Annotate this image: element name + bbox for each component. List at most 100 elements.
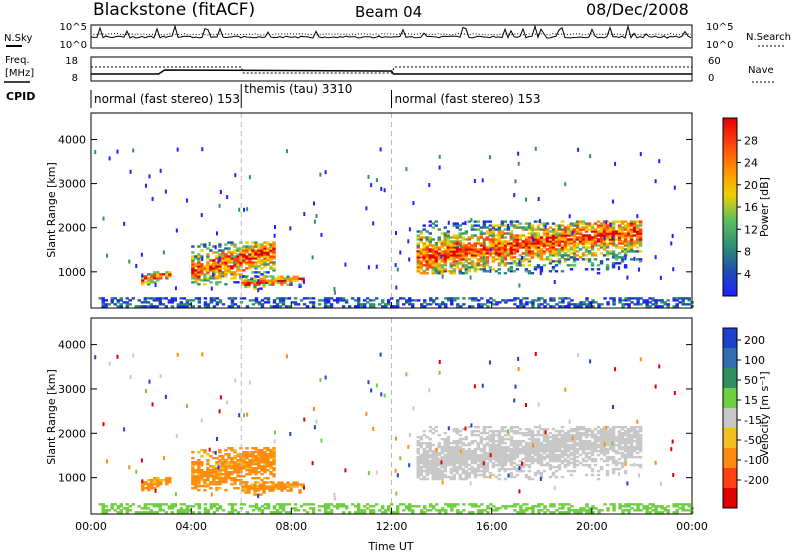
velocity-cell [569,427,574,431]
velocity-cell [431,465,435,469]
power-cell [443,268,447,271]
power-cell [265,275,269,278]
power-cell [539,250,544,253]
power-cell [500,242,505,245]
velocity-cell [462,503,466,506]
power-cell [464,256,469,259]
power-cell [572,254,577,257]
power-cell [428,232,432,235]
power-cell [245,257,249,260]
velocity-cell [419,455,423,459]
power-cell [419,268,423,271]
power-cell [356,301,361,304]
power-cell [253,283,257,286]
velocity-cell [515,473,520,477]
velocity-cell [408,503,412,506]
velocity-cell [230,507,235,510]
power-cell [491,240,496,243]
power-scatter-point [233,260,236,265]
power-cell [368,303,373,306]
power-cell [599,252,604,255]
power-cell [632,228,637,231]
power-cell [101,297,105,300]
power-cell [146,297,150,300]
power-cell [515,234,520,237]
velocity-cell [530,435,535,439]
power-cell [461,248,466,251]
power-cell [572,250,577,253]
velocity-cell [420,509,424,512]
power-cell [464,238,469,241]
power-cell [408,303,412,306]
power-cell [596,238,601,241]
velocity-cell [635,425,640,429]
velocity-cell [590,451,595,455]
power-scatter-point [141,273,144,278]
velocity-scatter-point [289,431,292,436]
power-cell [473,244,478,247]
power-cell [623,232,628,235]
power-cell [578,236,583,239]
power-cell [527,222,532,225]
power-cell [593,254,598,257]
velocity-cell [221,465,225,468]
velocity-cell [542,437,547,441]
power-cell [554,250,559,253]
power-cell [326,299,331,302]
power-cell [449,236,454,239]
power-cell [251,303,256,306]
velocity-cell [527,455,532,459]
power-cell [254,301,259,304]
velocity-cell [584,459,589,463]
power-cell [575,226,580,229]
power-cell [521,226,526,229]
velocity-cell [521,465,526,469]
power-cell [290,301,295,304]
power-cell [215,275,219,278]
velocity-cell [212,503,217,506]
velocity-cell [663,507,667,510]
velocity-cell [272,451,276,454]
velocity-cell [530,455,535,459]
velocity-cell [329,509,334,512]
velocity-cell [251,451,255,454]
velocity-cell [503,459,508,463]
velocity-cell [530,433,535,437]
velocity-cell [512,457,517,461]
power-cell [434,252,438,255]
velocity-cell [215,486,219,490]
power-cell [215,263,219,266]
power-cell [572,264,577,267]
power-cell [233,273,237,276]
velocity-cell [147,486,151,490]
velocity-cell [203,478,207,482]
power-cell [524,254,529,257]
velocity-cell [329,511,334,514]
velocity-cell [537,505,541,508]
velocity-cell [629,425,634,429]
velocity-cell [620,445,625,449]
power-cell [581,238,586,241]
power-cell [530,234,535,237]
velocity-cell [461,477,466,481]
power-cell [561,297,565,300]
power-cell [494,238,499,241]
power-cell [479,232,484,235]
velocity-cell [263,476,267,480]
velocity-scatter-point [571,436,574,441]
power-scatter-point [234,173,237,178]
power-cell [230,243,234,246]
power-cell [533,236,538,239]
velocity-cell [524,455,529,459]
velocity-cell [272,453,276,456]
power-cell [551,242,556,245]
power-cell [480,303,484,306]
velocity-cell [197,470,201,474]
power-cell [432,301,436,304]
power-cell [618,299,622,302]
velocity-cell [503,457,508,461]
velocity-cell [188,505,193,508]
velocity-cell [317,505,322,508]
velocity-cell [587,433,592,437]
power-cell [537,303,541,306]
